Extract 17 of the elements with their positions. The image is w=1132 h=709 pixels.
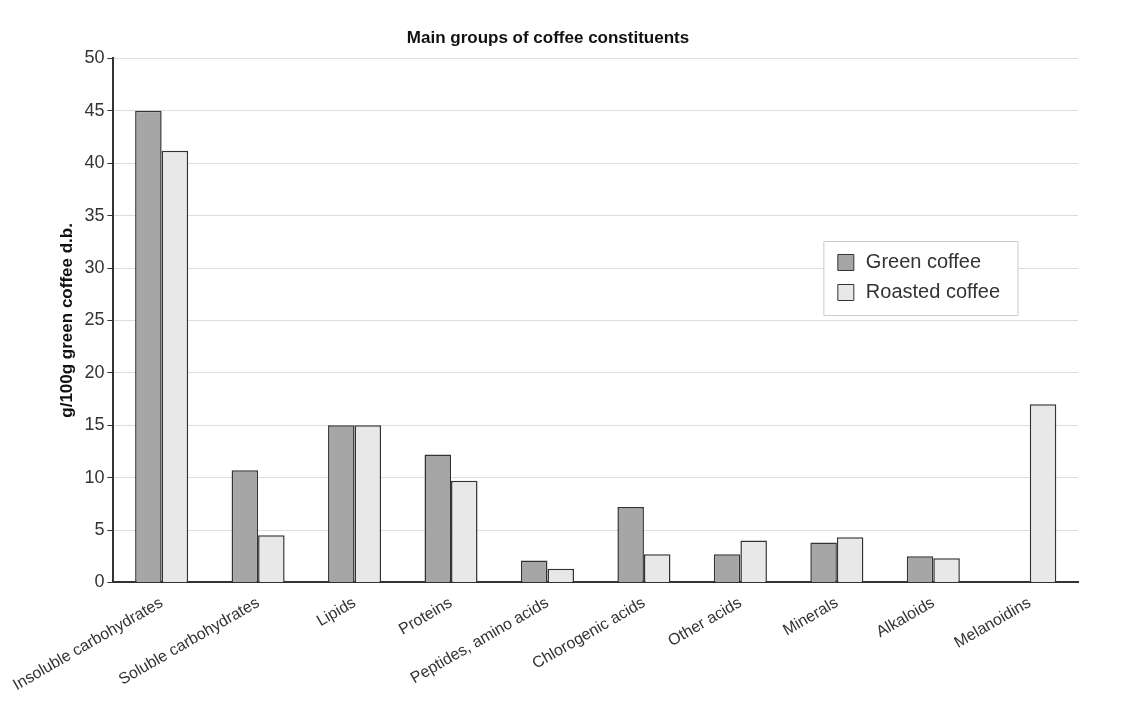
y-axis-title: g/100g green coffee d.b.: [56, 223, 76, 418]
legend-label: Green coffee: [865, 250, 982, 273]
y-tick-label: 45: [84, 99, 105, 120]
x-tick-label: Lipids: [313, 593, 359, 630]
y-tick-label: 50: [84, 47, 105, 68]
y-tick-label: 20: [84, 361, 105, 382]
y-tick-label: 15: [84, 414, 105, 435]
y-tick-label: 10: [84, 466, 105, 487]
legend-label: Roasted coffee: [865, 280, 1000, 303]
y-tick-label: 30: [84, 256, 105, 277]
y-tick-label: 35: [84, 204, 105, 225]
x-tick-label: Other acids: [664, 593, 745, 650]
y-tick-label: 25: [84, 309, 105, 330]
chart-title: Main groups of coffee constituents: [406, 27, 690, 47]
y-tick-label: 5: [94, 519, 105, 539]
y-tick-label: 40: [84, 152, 105, 173]
y-tick-label: 0: [94, 571, 105, 592]
